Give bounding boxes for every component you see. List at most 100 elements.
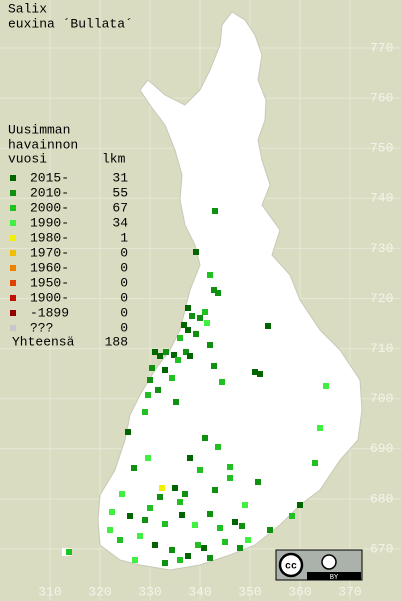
x-tick-label: 360 xyxy=(288,584,311,599)
observation xyxy=(222,539,228,545)
observation xyxy=(201,545,207,551)
legend-swatch xyxy=(10,310,16,316)
observation xyxy=(297,502,303,508)
y-tick-label: 700 xyxy=(370,391,393,406)
legend-swatch xyxy=(10,265,16,271)
legend-swatch xyxy=(10,235,16,241)
legend-swatch xyxy=(10,175,16,181)
observation xyxy=(323,383,329,389)
observation xyxy=(204,320,210,326)
observation xyxy=(125,429,131,435)
legend-count: 55 xyxy=(112,185,128,200)
legend-count: 0 xyxy=(120,260,128,275)
finland-outline xyxy=(97,11,363,571)
observation xyxy=(117,537,123,543)
observation xyxy=(163,349,169,355)
y-tick-label: 760 xyxy=(370,91,393,106)
x-tick-label: 330 xyxy=(138,584,161,599)
observation xyxy=(182,491,188,497)
legend-swatch xyxy=(10,250,16,256)
legend-count: 31 xyxy=(112,170,128,185)
observation xyxy=(172,485,178,491)
observation xyxy=(242,502,248,508)
legend-swatch xyxy=(10,325,16,331)
legend-swatch xyxy=(10,280,16,286)
observations xyxy=(66,208,329,566)
observation xyxy=(193,249,199,255)
observation xyxy=(155,387,161,393)
observation xyxy=(137,533,143,539)
observation xyxy=(207,342,213,348)
observation xyxy=(192,522,198,528)
observation xyxy=(152,349,158,355)
observation xyxy=(211,363,217,369)
y-tick-label: 750 xyxy=(370,141,393,156)
observation xyxy=(245,537,251,543)
legend-label: 2015- xyxy=(30,170,69,185)
observation xyxy=(145,455,151,461)
observation xyxy=(187,455,193,461)
by-text: BY xyxy=(330,574,339,582)
legend-swatch xyxy=(10,220,16,226)
observation xyxy=(211,287,217,293)
legend-label: 1960- xyxy=(30,260,69,275)
legend-swatch xyxy=(10,205,16,211)
observation xyxy=(66,549,72,555)
observation xyxy=(219,379,225,385)
observation xyxy=(202,435,208,441)
total: 188 xyxy=(105,334,128,349)
observation xyxy=(162,560,168,566)
observation xyxy=(185,553,191,559)
observation xyxy=(127,513,133,519)
x-tick-label: 340 xyxy=(188,584,211,599)
observation xyxy=(197,467,203,473)
observation xyxy=(212,208,218,214)
observation xyxy=(227,475,233,481)
observation xyxy=(232,519,238,525)
observation xyxy=(207,272,213,278)
observation xyxy=(132,557,138,563)
observation xyxy=(183,349,189,355)
observation xyxy=(142,517,148,523)
observation xyxy=(217,525,223,531)
legend-col: vuosi xyxy=(8,151,47,166)
x-tick-label: 320 xyxy=(88,584,111,599)
legend-swatch xyxy=(10,190,16,196)
license-badge: cc BY xyxy=(275,549,363,582)
observation xyxy=(145,392,151,398)
observation xyxy=(255,479,261,485)
observation xyxy=(157,353,163,359)
y-tick-label: 770 xyxy=(370,40,393,55)
observation xyxy=(149,365,155,371)
x-tick-label: 350 xyxy=(238,584,261,599)
observation xyxy=(171,352,177,358)
legend-label: 1970- xyxy=(30,245,69,260)
observation xyxy=(169,375,175,381)
observation xyxy=(131,465,137,471)
y-tick-label: 690 xyxy=(370,441,393,456)
legend-count: 1 xyxy=(120,230,128,245)
observation xyxy=(107,527,113,533)
observation xyxy=(175,357,181,363)
observation xyxy=(252,369,258,375)
observation xyxy=(147,505,153,511)
legend-count: 67 xyxy=(112,200,128,215)
observation xyxy=(142,409,148,415)
x-tick-label: 370 xyxy=(338,584,361,599)
cc-text: cc xyxy=(285,562,297,573)
legend-swatch xyxy=(10,295,16,301)
observation xyxy=(147,377,153,383)
observation xyxy=(189,313,195,319)
observation xyxy=(119,491,125,497)
observation xyxy=(162,521,168,527)
observation xyxy=(207,555,213,561)
legend-header: havainnon xyxy=(8,137,78,152)
legend-label: 2010- xyxy=(30,185,69,200)
observation xyxy=(162,367,168,373)
legend-count: 0 xyxy=(120,275,128,290)
observation xyxy=(157,494,163,500)
observation xyxy=(181,322,187,328)
y-tick-label: 730 xyxy=(370,241,393,256)
observation xyxy=(257,371,263,377)
